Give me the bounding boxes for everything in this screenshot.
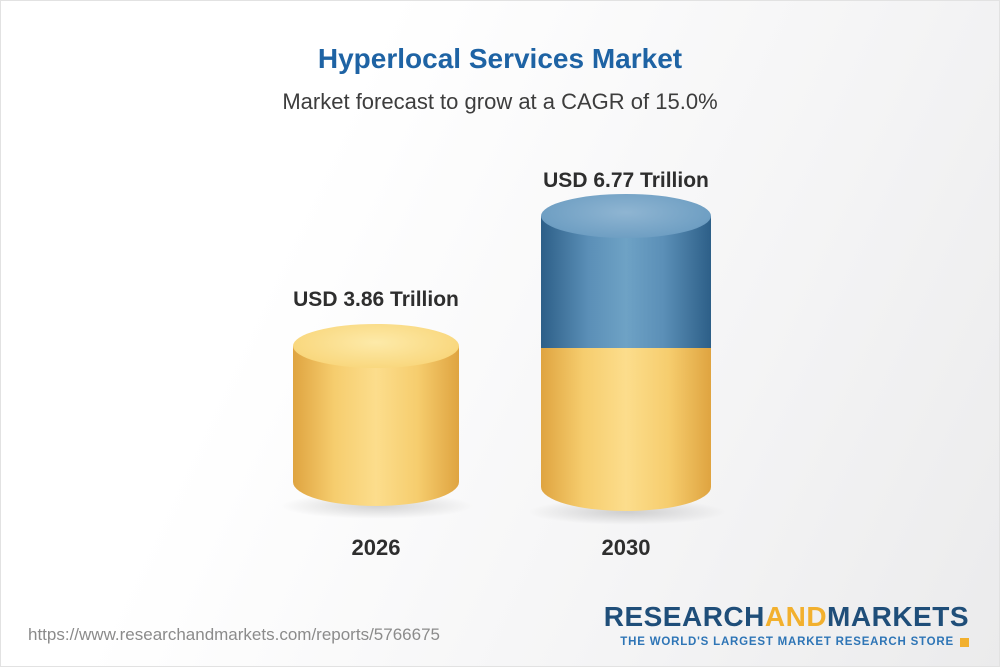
x-axis-label-2030: 2030	[601, 535, 651, 560]
logo-tagline-text: THE WORLD'S LARGEST MARKET RESEARCH STOR…	[620, 636, 954, 648]
x-axis-label-2026: 2026	[351, 535, 401, 560]
bar-2026-cylinder-top	[293, 324, 459, 368]
bar-2026-cylinder-body	[293, 346, 459, 506]
bar-value-label-2030: USD 6.77 Trillion	[543, 169, 709, 192]
logo-wordmark: RESEARCHANDMARKETS	[604, 603, 969, 631]
bar-2030-cylinder-growth-segment	[541, 216, 711, 348]
tagline-accent-square-icon	[960, 637, 969, 647]
bar-2030-cylinder-base-segment	[541, 348, 711, 511]
logo-word-markets: MARKETS	[827, 601, 969, 632]
page-title: Hyperlocal Services Market	[317, 43, 683, 74]
bar-value-label-2026: USD 3.86 Trillion	[293, 288, 459, 311]
logo-tagline: THE WORLD'S LARGEST MARKET RESEARCH STOR…	[604, 636, 969, 648]
logo-word-and: AND	[764, 601, 828, 632]
logo-word-research: RESEARCH	[603, 601, 765, 632]
research-and-markets-logo: RESEARCHANDMARKETS THE WORLD'S LARGEST M…	[604, 603, 969, 648]
page-subtitle: Market forecast to grow at a CAGR of 15.…	[282, 89, 718, 114]
bar-2030-cylinder-top	[541, 194, 711, 238]
report-url: https://www.researchandmarkets.com/repor…	[28, 625, 440, 644]
